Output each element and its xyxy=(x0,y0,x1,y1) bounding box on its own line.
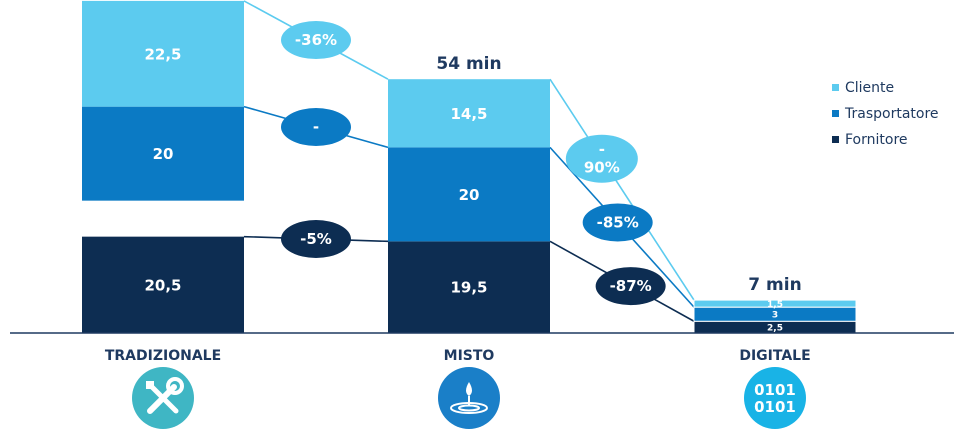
legend-item-trasportatore: Trasportatore xyxy=(832,106,939,122)
legend-swatch xyxy=(832,84,839,91)
segment-label-digitale-fornitore: 2,5 xyxy=(767,324,783,334)
segment-label-misto-fornitore: 19,5 xyxy=(450,279,487,297)
bar-misto-trasportatore xyxy=(388,147,550,242)
change-badge-cliente-misto xyxy=(281,21,351,60)
legend-label: Cliente xyxy=(845,80,894,96)
segment-label-digitale-cliente: 1,5 xyxy=(767,300,783,310)
segment-label-misto-trasportatore: 20 xyxy=(459,186,480,204)
segment-label-tradizionale-fornitore: 20,5 xyxy=(144,276,181,294)
svg-text:0101: 0101 xyxy=(754,398,796,416)
category-labels: TRADIZIONALE MISTO DIGITALE xyxy=(105,348,811,364)
segment-label-digitale-trasportatore: 3 xyxy=(772,311,778,321)
segment-label-tradizionale-trasportatore: 20 xyxy=(153,145,174,163)
change-label-trasportatore-misto: - xyxy=(313,118,319,136)
legend-swatch xyxy=(832,110,839,117)
segment-label-tradizionale-cliente: 22,5 xyxy=(144,45,181,63)
bar-misto-fornitore xyxy=(388,241,550,333)
change-label-cliente-misto: -36% xyxy=(295,31,337,49)
legend-label: Trasportatore xyxy=(844,106,939,122)
change-label-fornitore-misto: -5% xyxy=(300,230,332,248)
bar-tradizionale-trasportatore xyxy=(82,106,244,201)
change-label-cliente-digitale: -90% xyxy=(584,141,620,177)
segment-label-misto-cliente: 14,5 xyxy=(450,105,487,123)
bar-tradizionale-fornitore xyxy=(82,236,244,333)
legend-label: Fornitore xyxy=(845,132,908,148)
tools-icon xyxy=(132,367,194,429)
change-badge-fornitore-digitale xyxy=(595,267,666,306)
bar-digitale-cliente xyxy=(693,299,857,308)
category-label-digitale: DIGITALE xyxy=(739,348,810,364)
change-badge-trasportatore-digitale xyxy=(582,203,653,242)
change-badge-cliente-digitale xyxy=(565,134,638,183)
legend-swatch xyxy=(832,136,839,143)
svg-text:0101: 0101 xyxy=(754,381,796,399)
change-badge-trasportatore-misto xyxy=(281,108,351,146)
change-badge-fornitore-misto xyxy=(281,220,351,258)
category-label-misto: MISTO xyxy=(444,348,495,364)
category-label-tradizionale: TRADIZIONALE xyxy=(105,348,221,364)
change-label-fornitore-digitale: -87% xyxy=(610,277,652,295)
bar-tradizionale-cliente xyxy=(82,0,244,107)
total-label-digitale: 7 min xyxy=(748,275,801,295)
change-badges: -36% - -5% -90% -85% -87% xyxy=(281,21,666,306)
legend-item-cliente: Cliente xyxy=(832,80,894,96)
total-label-misto: 54 min xyxy=(436,54,501,74)
water-drop-icon xyxy=(438,367,500,429)
connector-cliente-misto-digitale xyxy=(549,78,695,301)
bar-misto-cliente xyxy=(388,79,550,148)
change-label-trasportatore-digitale: -85% xyxy=(597,213,639,231)
legend: Cliente Trasportatore Fornitore xyxy=(832,80,939,148)
legend-item-fornitore: Fornitore xyxy=(832,132,908,148)
